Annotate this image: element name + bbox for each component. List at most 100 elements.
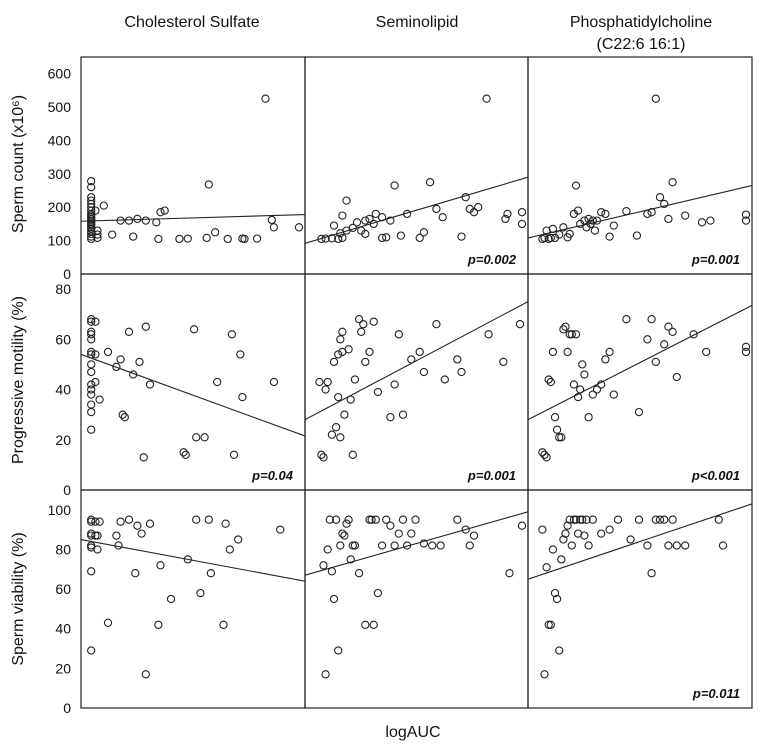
data-point [367,515,376,524]
data-point [419,367,429,377]
data-point [538,448,547,457]
y-tick-label-row2-80: 80 [55,281,71,297]
data-point [588,390,597,399]
p-value-label: p=0.011 [692,686,740,701]
data-point [660,515,669,524]
data-point [643,541,652,550]
data-point [361,216,370,225]
data-point [87,400,96,409]
column-title-cholesterol-sulfate: Cholesterol Sulfate [124,14,259,31]
data-point [655,515,665,524]
data-point [474,203,483,212]
data-point [461,193,470,202]
data-point [365,347,374,357]
data-point [436,541,445,550]
data-point [336,433,345,442]
data-point [632,231,642,240]
data-point [438,213,447,222]
data-point [484,330,493,339]
data-point [651,94,660,103]
data-point [354,569,364,578]
data-point [741,216,751,225]
data-point [552,594,562,604]
data-point [557,433,566,442]
data-point [236,350,245,359]
data-point [87,380,96,389]
data-point [432,320,441,329]
data-point [179,448,188,457]
data-point [154,620,163,629]
y-axis-label-sperm-viability: Sperm viability (%) [10,532,27,665]
data-point [546,233,555,243]
panel-r3-c3: p=0.011 [528,503,752,701]
data-point [336,335,345,344]
data-point [415,233,424,243]
data-point [87,335,96,344]
data-point [601,355,610,364]
y-tick-label-row3-40: 40 [55,621,71,637]
data-point [294,223,304,232]
data-point [261,94,270,103]
data-point [555,230,564,239]
panel-frame-r2-c2 [304,273,529,491]
data-point [91,350,100,359]
data-point [457,367,466,377]
data-point [238,392,247,402]
data-point [557,555,566,564]
data-point [546,377,555,387]
data-point [213,377,222,387]
data-point [229,450,239,459]
data-point [348,223,357,233]
data-point [87,229,96,239]
data-point [124,327,134,336]
data-point [561,529,570,538]
data-point [87,567,96,576]
data-point [647,315,656,324]
data-point [329,357,339,367]
panel-r2-c3: p<0.001 [528,304,752,483]
data-point [145,380,155,389]
data-point [660,199,669,209]
data-point [390,541,399,550]
data-point [141,322,150,331]
data-point [573,206,583,215]
data-point [87,517,96,526]
data-point [398,515,408,524]
data-point [664,214,673,224]
data-point [432,204,441,214]
data-point [319,453,328,462]
data-point [647,569,656,578]
data-point [223,234,232,244]
data-point [548,347,558,357]
data-point [588,515,597,524]
data-point [643,335,652,344]
data-point [327,430,337,439]
data-point [668,515,677,524]
data-point [95,395,104,404]
data-point [206,569,216,578]
data-point [87,177,96,186]
data-point [133,214,142,224]
data-point [240,234,249,244]
data-point [386,521,395,530]
scatter-panels: p=0.002 p=0.001 p=0.04 p=0.001 p<0.001 p=0.01… [81,94,752,701]
data-point [651,357,660,367]
panel-r1-c3: p=0.001 [528,94,752,267]
data-point [741,347,751,357]
data-point [317,450,326,459]
data-point [565,330,574,339]
data-point [563,347,572,357]
panel-frame-r1-c2 [304,56,529,275]
panel-frame-r1-c1 [80,56,306,275]
data-point [87,390,96,399]
x-axis-label: logAUC [385,724,440,741]
data-point [112,362,121,372]
data-point [390,380,399,389]
data-point [390,181,399,190]
data-point [323,545,332,554]
data-point [350,375,360,384]
column-subtitle-phosphatidylcholine: (C22:6 16:1) [597,36,686,53]
data-point [373,387,383,397]
data-point [99,201,108,210]
